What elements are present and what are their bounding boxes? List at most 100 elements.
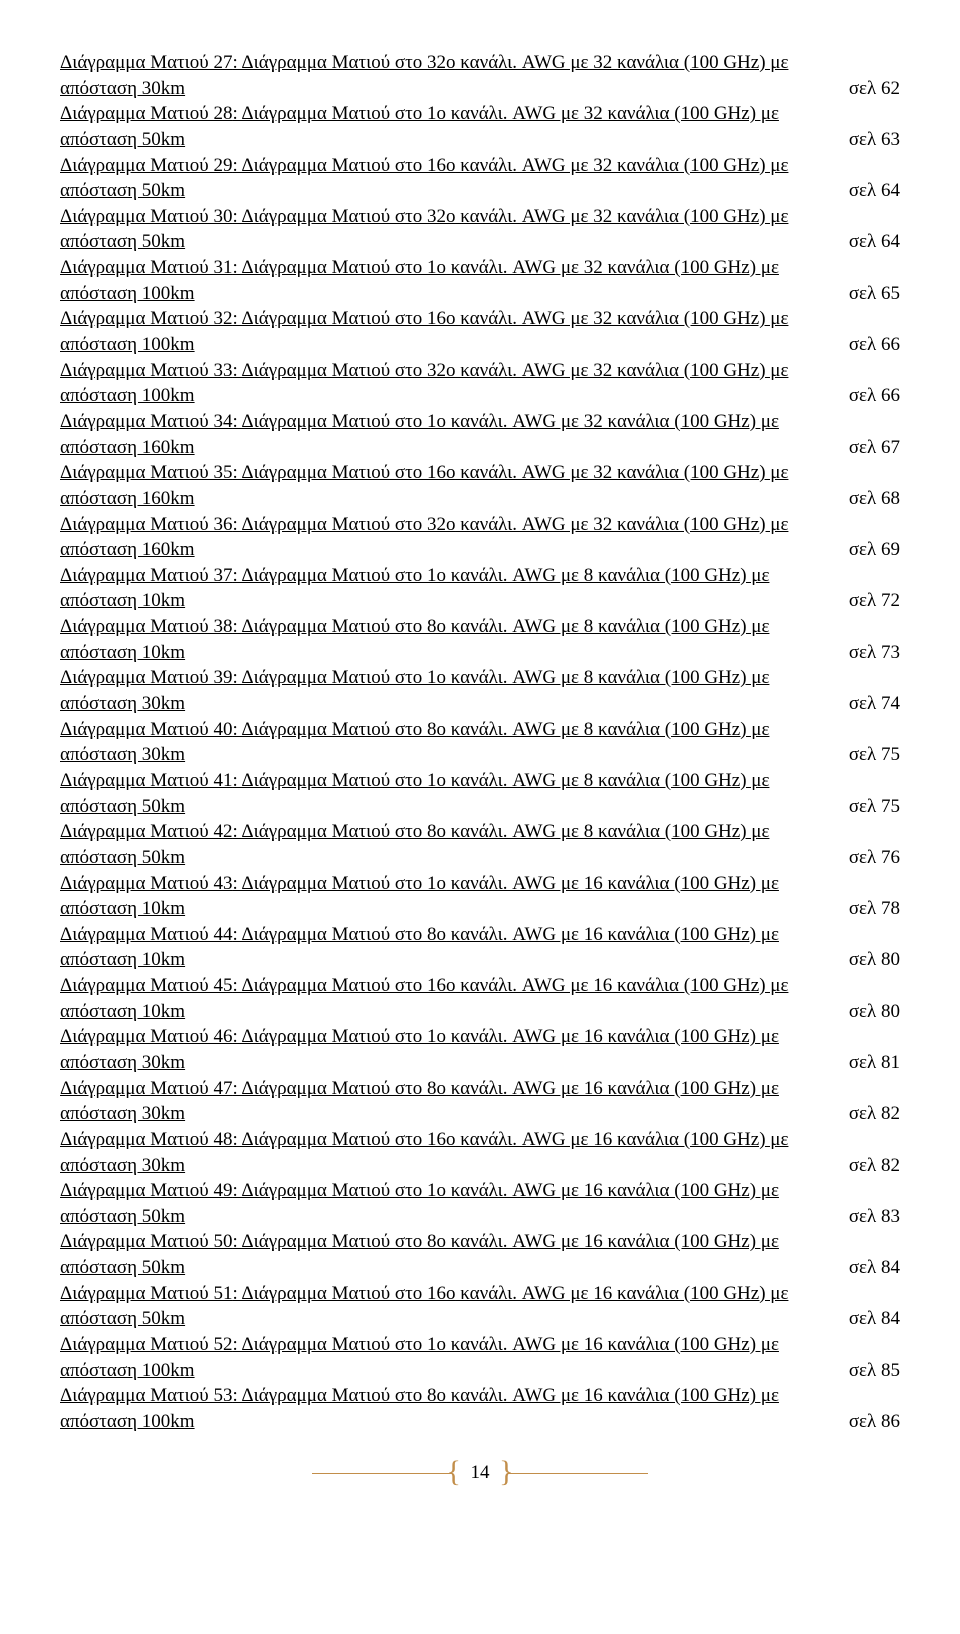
- toc-entry: Διάγραμμα Ματιού 28: Διάγραμμα Ματιού στ…: [60, 101, 900, 152]
- toc-entry-line1: Διάγραμμα Ματιού 29: Διάγραμμα Ματιού στ…: [60, 153, 900, 179]
- toc-entry-line1: Διάγραμμα Ματιού 33: Διάγραμμα Ματιού στ…: [60, 358, 900, 384]
- page-number-box: { 14 }: [457, 1457, 504, 1489]
- toc-page-ref: σελ 73: [839, 640, 900, 666]
- toc-entry-line1: Διάγραμμα Ματιού 53: Διάγραμμα Ματιού στ…: [60, 1383, 900, 1409]
- toc-entry-line1: Διάγραμμα Ματιού 30: Διάγραμμα Ματιού στ…: [60, 204, 900, 230]
- toc-page-ref: σελ 82: [839, 1101, 900, 1127]
- toc-entry-line1: Διάγραμμα Ματιού 27: Διάγραμμα Ματιού στ…: [60, 50, 900, 76]
- toc-page-ref: σελ 78: [839, 896, 900, 922]
- footer-rule-right: [508, 1473, 648, 1474]
- toc-entry-line1: Διάγραμμα Ματιού 28: Διάγραμμα Ματιού στ…: [60, 101, 900, 127]
- toc-entry-line2: απόσταση 100km σελ 86: [60, 1409, 900, 1435]
- toc-entry-line2: απόσταση 50kmσελ 63: [60, 127, 900, 153]
- toc-entry-line2: απόσταση 30km σελ 82: [60, 1153, 900, 1179]
- toc-entry: Διάγραμμα Ματιού 43: Διάγραμμα Ματιού στ…: [60, 871, 900, 922]
- toc-entry: Διάγραμμα Ματιού 27: Διάγραμμα Ματιού στ…: [60, 50, 900, 101]
- toc-page-ref: σελ 76: [839, 845, 900, 871]
- toc-page-ref: σελ 80: [839, 947, 900, 973]
- toc-entry: Διάγραμμα Ματιού 49: Διάγραμμα Ματιού στ…: [60, 1178, 900, 1229]
- toc-entry: Διάγραμμα Ματιού 39: Διάγραμμα Ματιού στ…: [60, 665, 900, 716]
- toc-page-ref: σελ 65: [839, 281, 900, 307]
- toc-entry-line1: Διάγραμμα Ματιού 38: Διάγραμμα Ματιού στ…: [60, 614, 900, 640]
- toc-entry-line1: Διάγραμμα Ματιού 35: Διάγραμμα Ματιού στ…: [60, 460, 900, 486]
- toc-distance: απόσταση 30km: [60, 1153, 185, 1179]
- toc-entry: Διάγραμμα Ματιού 38: Διάγραμμα Ματιού στ…: [60, 614, 900, 665]
- toc-distance: απόσταση 100km: [60, 1409, 195, 1435]
- toc-entry-line2: απόσταση 100km σελ 85: [60, 1358, 900, 1384]
- toc-entry-line1: Διάγραμμα Ματιού 34: Διάγραμμα Ματιού στ…: [60, 409, 900, 435]
- toc-page-ref: σελ 64: [839, 178, 900, 204]
- toc-entry-line1: Διάγραμμα Ματιού 49: Διάγραμμα Ματιού στ…: [60, 1178, 900, 1204]
- toc-entry-line1: Διάγραμμα Ματιού 46: Διάγραμμα Ματιού στ…: [60, 1024, 900, 1050]
- toc-page-ref: σελ 85: [839, 1358, 900, 1384]
- toc-entry: Διάγραμμα Ματιού 53: Διάγραμμα Ματιού στ…: [60, 1383, 900, 1434]
- toc-distance: απόσταση 160km: [60, 435, 195, 461]
- toc-entry-line1: Διάγραμμα Ματιού 43: Διάγραμμα Ματιού στ…: [60, 871, 900, 897]
- brace-right-icon: }: [499, 1457, 513, 1487]
- toc-entry-line2: απόσταση 160kmσελ 68: [60, 486, 900, 512]
- toc-distance: απόσταση 10km: [60, 999, 185, 1025]
- toc-distance: απόσταση 30km: [60, 76, 185, 102]
- toc-entry: Διάγραμμα Ματιού 36: Διάγραμμα Ματιού στ…: [60, 512, 900, 563]
- brace-left-icon: {: [447, 1457, 461, 1487]
- toc-distance: απόσταση 30km: [60, 742, 185, 768]
- toc-entry-line2: απόσταση 160km σελ 67: [60, 435, 900, 461]
- toc-page-ref: σελ 84: [839, 1255, 900, 1281]
- toc-entry: Διάγραμμα Ματιού 33: Διάγραμμα Ματιού στ…: [60, 358, 900, 409]
- toc-entry-line1: Διάγραμμα Ματιού 47: Διάγραμμα Ματιού στ…: [60, 1076, 900, 1102]
- toc-entry-line2: απόσταση 10km σελ 78: [60, 896, 900, 922]
- toc-page-ref: σελ 72: [839, 588, 900, 614]
- toc-entry-line1: Διάγραμμα Ματιού 48: Διάγραμμα Ματιού στ…: [60, 1127, 900, 1153]
- toc-distance: απόσταση 50km: [60, 178, 185, 204]
- toc-distance: απόσταση 30km: [60, 1101, 185, 1127]
- toc-distance: απόσταση 10km: [60, 640, 185, 666]
- toc-entry: Διάγραμμα Ματιού 47: Διάγραμμα Ματιού στ…: [60, 1076, 900, 1127]
- toc-entry-line2: απόσταση 50km σελ 64: [60, 178, 900, 204]
- toc-entry-line1: Διάγραμμα Ματιού 52: Διάγραμμα Ματιού στ…: [60, 1332, 900, 1358]
- toc-entry: Διάγραμμα Ματιού 46: Διάγραμμα Ματιού στ…: [60, 1024, 900, 1075]
- toc-entry-line2: απόσταση 30km σελ 82: [60, 1101, 900, 1127]
- toc-distance: απόσταση 30km: [60, 691, 185, 717]
- toc-entry-line2: απόσταση 10km σελ 80: [60, 999, 900, 1025]
- toc-page-ref: σελ 75: [839, 742, 900, 768]
- toc-distance: απόσταση 100km: [60, 281, 195, 307]
- toc-entry-line1: Διάγραμμα Ματιού 32: Διάγραμμα Ματιού στ…: [60, 306, 900, 332]
- toc-entry-line1: Διάγραμμα Ματιού 41: Διάγραμμα Ματιού στ…: [60, 768, 900, 794]
- toc-distance: απόσταση 100km: [60, 1358, 195, 1384]
- toc-entry-line2: απόσταση 30kmσελ 81: [60, 1050, 900, 1076]
- toc-page-ref: σελ 66: [839, 383, 900, 409]
- toc-entry-line2: απόσταση 50kmσελ 84: [60, 1306, 900, 1332]
- toc-entry: Διάγραμμα Ματιού 48: Διάγραμμα Ματιού στ…: [60, 1127, 900, 1178]
- toc-entry: Διάγραμμα Ματιού 50: Διάγραμμα Ματιού στ…: [60, 1229, 900, 1280]
- toc-distance: απόσταση 50km: [60, 1204, 185, 1230]
- toc-entry-line2: απόσταση 10km σελ 73: [60, 640, 900, 666]
- toc-entry-line1: Διάγραμμα Ματιού 45: Διάγραμμα Ματιού στ…: [60, 973, 900, 999]
- toc-entry-line2: απόσταση 100km σελ 65: [60, 281, 900, 307]
- toc-page-ref: σελ 86: [839, 1409, 900, 1435]
- toc-page-ref: σελ 80: [839, 999, 900, 1025]
- toc-entry-line1: Διάγραμμα Ματιού 36: Διάγραμμα Ματιού στ…: [60, 512, 900, 538]
- toc-distance: απόσταση 10km: [60, 588, 185, 614]
- toc-distance: απόσταση 50km: [60, 127, 185, 153]
- toc-entry-line2: απόσταση 30kmσελ 62: [60, 76, 900, 102]
- toc-entry-line2: απόσταση 30km σελ 75: [60, 742, 900, 768]
- toc-entry-line1: Διάγραμμα Ματιού 31: Διάγραμμα Ματιού στ…: [60, 255, 900, 281]
- toc-list: Διάγραμμα Ματιού 27: Διάγραμμα Ματιού στ…: [60, 50, 900, 1435]
- toc-entry-line1: Διάγραμμα Ματιού 40: Διάγραμμα Ματιού στ…: [60, 717, 900, 743]
- toc-distance: απόσταση 10km: [60, 896, 185, 922]
- toc-entry: Διάγραμμα Ματιού 51: Διάγραμμα Ματιού στ…: [60, 1281, 900, 1332]
- toc-entry: Διάγραμμα Ματιού 30: Διάγραμμα Ματιού στ…: [60, 204, 900, 255]
- document-page: Διάγραμμα Ματιού 27: Διάγραμμα Ματιού στ…: [0, 0, 960, 1528]
- toc-entry-line2: απόσταση 100kmσελ 66: [60, 383, 900, 409]
- toc-entry-line1: Διάγραμμα Ματιού 51: Διάγραμμα Ματιού στ…: [60, 1281, 900, 1307]
- toc-page-ref: σελ 84: [839, 1306, 900, 1332]
- toc-entry: Διάγραμμα Ματιού 37: Διάγραμμα Ματιού στ…: [60, 563, 900, 614]
- page-number: 14: [471, 1462, 490, 1483]
- toc-page-ref: σελ 75: [839, 794, 900, 820]
- toc-entry-line1: Διάγραμμα Ματιού 50: Διάγραμμα Ματιού στ…: [60, 1229, 900, 1255]
- toc-page-ref: σελ 82: [839, 1153, 900, 1179]
- toc-page-ref: σελ 67: [839, 435, 900, 461]
- toc-page-ref: σελ 68: [839, 486, 900, 512]
- toc-entry-line1: Διάγραμμα Ματιού 37: Διάγραμμα Ματιού στ…: [60, 563, 900, 589]
- toc-entry-line2: απόσταση 50kmσελ 76: [60, 845, 900, 871]
